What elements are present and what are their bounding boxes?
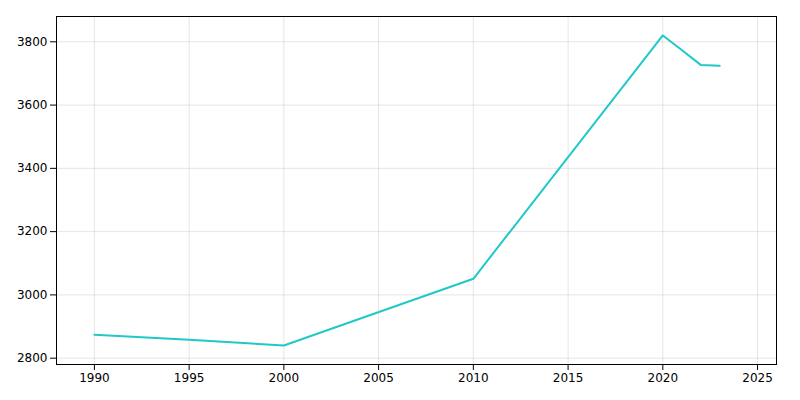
svg-text:3400: 3400 xyxy=(17,161,48,175)
svg-text:1990: 1990 xyxy=(79,371,110,385)
svg-text:2010: 2010 xyxy=(458,371,489,385)
svg-text:2000: 2000 xyxy=(269,371,300,385)
svg-text:1995: 1995 xyxy=(174,371,205,385)
svg-text:3200: 3200 xyxy=(17,224,48,238)
svg-text:2020: 2020 xyxy=(648,371,679,385)
svg-text:2005: 2005 xyxy=(363,371,394,385)
svg-text:2800: 2800 xyxy=(17,351,48,365)
svg-text:3600: 3600 xyxy=(17,98,48,112)
svg-text:3000: 3000 xyxy=(17,288,48,302)
svg-text:3800: 3800 xyxy=(17,35,48,49)
svg-text:2025: 2025 xyxy=(742,371,773,385)
svg-text:2015: 2015 xyxy=(553,371,584,385)
